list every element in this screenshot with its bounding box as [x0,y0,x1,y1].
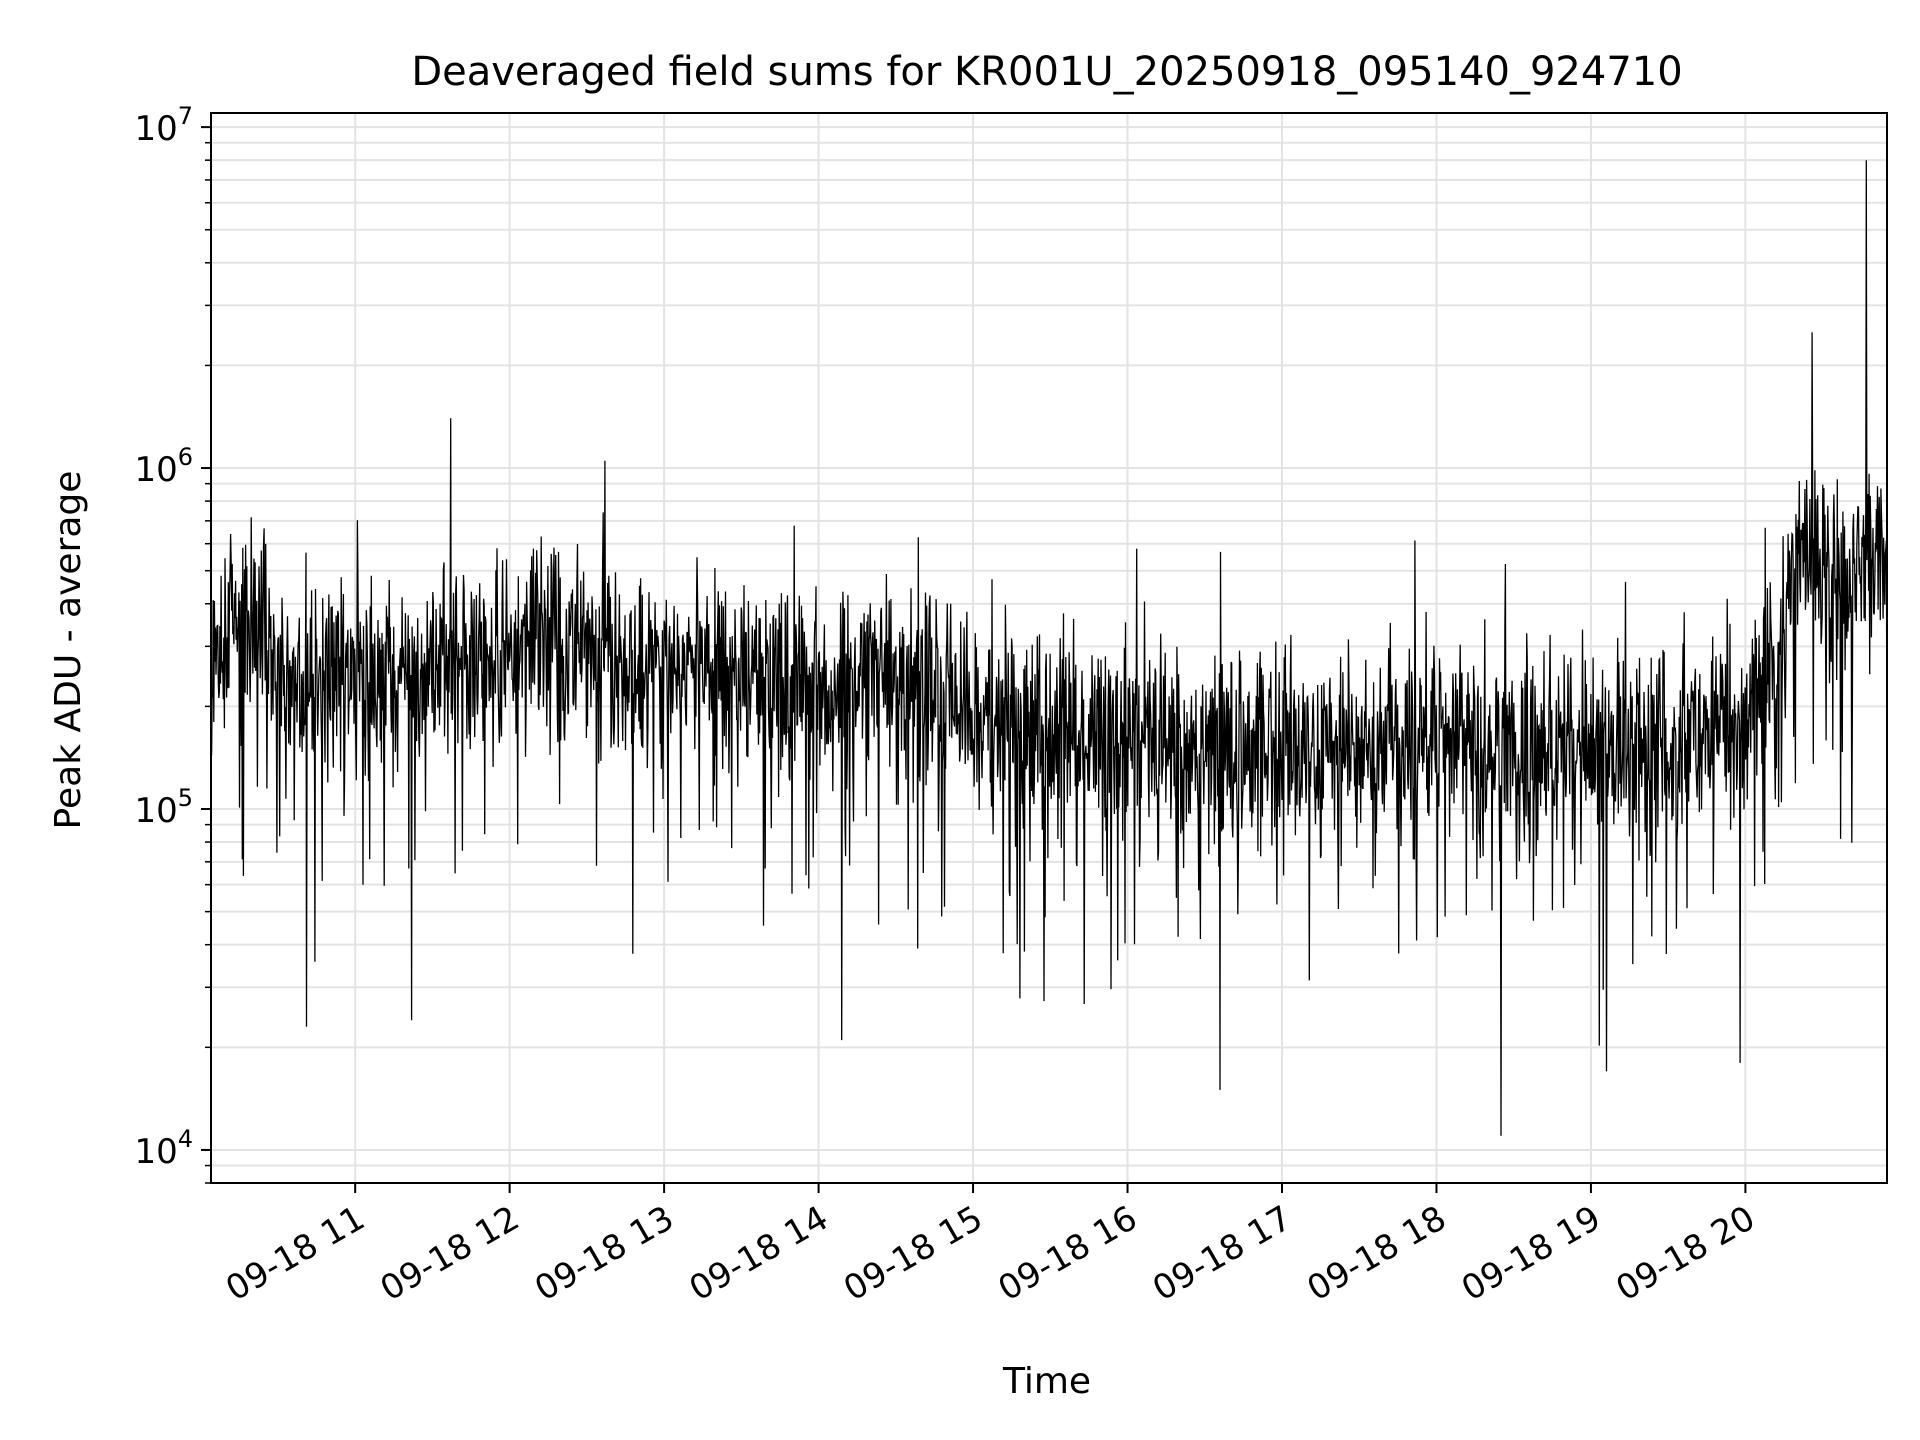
minor-gridlines [211,141,1887,1184]
major-gridlines [211,113,1887,1183]
y-tick-label: 107 [134,102,193,149]
x-axis-label: Time [1002,1361,1091,1402]
plot-frame [210,112,1888,1184]
chart-title: Deaveraged field sums for KR001U_2025091… [411,49,1682,95]
plot-area [210,160,1888,1136]
y-tick-label: 106 [134,443,193,490]
y-axis: 104 105 106 107 [134,102,211,1184]
y-tick-label: 105 [134,784,193,831]
y-tick-label: 104 [134,1125,193,1172]
y-axis-label: Peak ADU - average [48,471,89,830]
series-line [210,160,1888,1136]
